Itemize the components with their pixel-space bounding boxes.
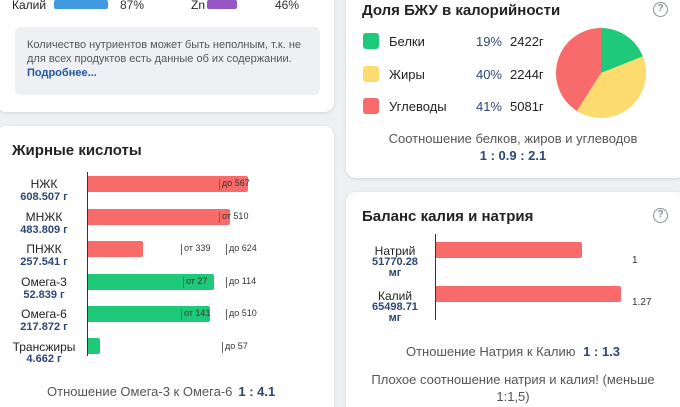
omega-ratio-label: Отношение Омега-3 к Омега-6 bbox=[47, 384, 233, 399]
bju-ratio-value: 1 : 0.9 : 2.1 bbox=[346, 148, 680, 163]
pie-slice-carbs bbox=[556, 28, 601, 111]
bju-ratio-number: 1 : 0.9 : 2.1 bbox=[479, 148, 547, 163]
kn-help-icon[interactable]: ? bbox=[653, 208, 668, 223]
kn-bar-sodium bbox=[436, 242, 582, 258]
fa-bar-pnzhk bbox=[88, 241, 143, 257]
kn-unit-potassium: мг bbox=[388, 312, 402, 324]
fa-value-omega3: 52.839 г bbox=[23, 289, 65, 301]
fa-tick-mnzhk-min: от 510 bbox=[218, 211, 249, 223]
kn-ratio-value: 1 : 1.3 bbox=[583, 344, 621, 359]
mineral-bar-potassium bbox=[54, 0, 108, 9]
fa-bar-omega3 bbox=[88, 274, 214, 290]
bju-pct-protein: 19% bbox=[475, 34, 502, 49]
mineral-bar-zn bbox=[207, 0, 237, 9]
mineral-label-potassium: Калий bbox=[12, 0, 47, 12]
bju-grams-protein: 2422г bbox=[510, 34, 544, 49]
fa-value-pnzhk: 257.541 г bbox=[20, 256, 68, 268]
kn-ratio-sodium: 1 bbox=[632, 255, 638, 266]
fatty-acids-axis bbox=[87, 172, 88, 356]
fa-value-trans: 4.662 г bbox=[26, 353, 62, 365]
fa-tick-pnzhk-min: от 339 bbox=[180, 243, 211, 255]
mineral-value-zn: 46% bbox=[275, 0, 300, 12]
fa-tick-omega3-min: от 27 bbox=[182, 276, 208, 288]
kn-title: Баланс калия и натрия bbox=[362, 208, 534, 225]
fa-tick-nzhk-max: до 567 bbox=[219, 178, 250, 190]
fatty-acids-card bbox=[0, 126, 334, 407]
fa-bar-nzhk bbox=[88, 176, 248, 192]
fa-tick-omega6-max: до 510 bbox=[226, 308, 257, 320]
bju-pct-fat: 40% bbox=[475, 67, 502, 82]
fa-tick-trans-max: до 57 bbox=[222, 341, 248, 353]
note-text: Количество нутриентов может быть неполны… bbox=[27, 39, 302, 65]
pie-slice-fat bbox=[576, 56, 646, 118]
more-link[interactable]: Подробнее... bbox=[27, 67, 97, 79]
kn-value-sodium: 51770.28 bbox=[372, 256, 418, 268]
pie-slice-protein bbox=[601, 28, 643, 73]
fa-name-nzhk: НЖК bbox=[30, 177, 58, 191]
bju-pie-chart bbox=[556, 28, 646, 118]
bju-pct-carbs: 41% bbox=[475, 99, 502, 114]
fa-name-trans: Трансжиры bbox=[12, 340, 76, 354]
bju-swatch-carbs bbox=[363, 98, 379, 114]
fa-bar-trans bbox=[88, 338, 100, 354]
kn-name-potassium: Калий bbox=[377, 289, 413, 303]
bju-title: Доля БЖУ в калорийности bbox=[362, 2, 561, 19]
data-incomplete-note: Количество нутриентов может быть неполны… bbox=[15, 27, 320, 95]
bju-grams-fat: 2244г bbox=[510, 67, 544, 82]
fa-bar-omega6 bbox=[88, 306, 210, 322]
bju-help-icon[interactable]: ? bbox=[653, 2, 668, 17]
fa-value-nzhk: 608.507 г bbox=[20, 191, 68, 203]
omega-ratio: Отношение Омега-3 к Омега-6 1 : 4.1 bbox=[47, 384, 275, 399]
kn-warning-line1: Плохое соотношение натрия и калия! (мень… bbox=[371, 372, 655, 387]
bju-name-protein: Белки bbox=[389, 34, 425, 49]
kn-name-sodium: Натрий bbox=[374, 244, 416, 258]
fatty-acids-title: Жирные кислоты bbox=[12, 142, 142, 159]
kn-ratio-potassium: 1.27 bbox=[632, 297, 652, 308]
bju-swatch-protein bbox=[363, 33, 379, 49]
kn-value-potassium: 65498.71 bbox=[372, 301, 418, 313]
kn-bar-potassium bbox=[436, 286, 621, 302]
fa-name-pnzhk: ПНЖК bbox=[26, 242, 62, 256]
bju-ratio-label: Соотношение белков, жиров и углеводов bbox=[388, 131, 638, 146]
fa-name-omega3: Омега-3 bbox=[21, 275, 67, 289]
bju-name-fat: Жиры bbox=[389, 67, 425, 82]
kn-unit-sodium: мг bbox=[388, 267, 402, 279]
bju-swatch-fat bbox=[363, 66, 379, 82]
mineral-label-zn: Zn bbox=[191, 0, 206, 12]
fa-name-omega6: Омега-6 bbox=[21, 307, 67, 321]
kn-ratio-label: Отношение Натрия к Калию bbox=[405, 344, 576, 359]
bju-name-carbs: Углеводы bbox=[389, 99, 447, 114]
fa-tick-pnzhk-max: до 624 bbox=[226, 243, 257, 255]
fa-bar-mnzhk bbox=[88, 209, 230, 225]
fa-value-omega6: 217.872 г bbox=[20, 321, 68, 333]
kn-ratio: Отношение Натрия к Калию 1 : 1.3 bbox=[346, 344, 680, 359]
kn-axis bbox=[435, 234, 436, 320]
kn-warning-line2: 1:1,5) bbox=[496, 389, 530, 404]
bju-grams-carbs: 5081г bbox=[510, 99, 544, 114]
omega-ratio-value: 1 : 4.1 bbox=[238, 384, 276, 399]
fa-tick-omega6-min: от 141 bbox=[180, 308, 211, 320]
fa-tick-omega3-max: до 114 bbox=[225, 276, 257, 288]
fa-name-mnzhk: МНЖК bbox=[25, 210, 63, 224]
fa-value-mnzhk: 483.809 г bbox=[20, 224, 68, 236]
mineral-value-potassium: 87% bbox=[120, 0, 145, 12]
